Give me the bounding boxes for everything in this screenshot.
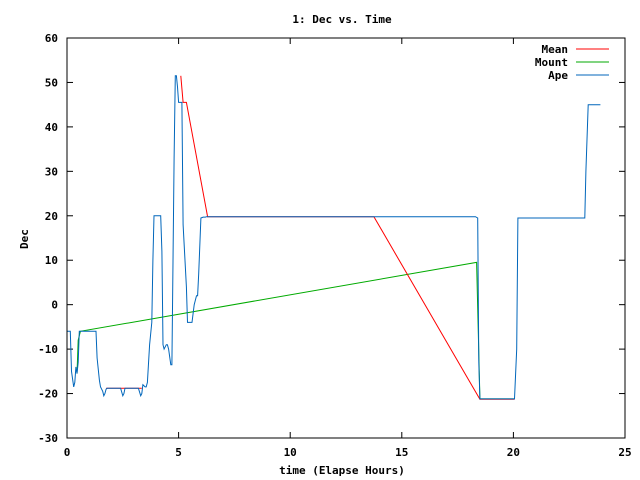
x-tick-label: 5: [175, 446, 182, 459]
y-tick-label: 50: [45, 76, 58, 89]
series-lines: [67, 75, 601, 400]
y-axis-label: Dec: [18, 229, 31, 249]
y-tick-label: 30: [45, 165, 58, 178]
y-tick-label: 10: [45, 254, 58, 267]
x-axis-label: time (Elapse Hours): [279, 464, 405, 477]
chart-title: 1: Dec vs. Time: [292, 13, 392, 26]
y-tick-label: 60: [45, 32, 58, 45]
axis-tick-labels: 0 5 10 15 20 25 -30 -20 -10 0 10 20 30 40 50 60: [38, 32, 632, 459]
plot-frame: [66, 37, 626, 439]
legend-label-ape: Ape: [548, 69, 568, 82]
y-tick-label: -30: [38, 432, 58, 445]
y-tick-label: -20: [38, 388, 58, 401]
y-tick-label: -10: [38, 343, 58, 356]
x-tick-label: 10: [284, 446, 297, 459]
x-tick-label: 15: [395, 446, 408, 459]
series-line-ape: [67, 75, 601, 400]
x-tick-label: 20: [507, 446, 520, 459]
y-tick-label: 0: [51, 299, 58, 312]
y-tick-label: 40: [45, 121, 58, 134]
x-tick-label: 0: [64, 446, 71, 459]
x-tick-label: 25: [618, 446, 631, 459]
y-tick-label: 20: [45, 210, 58, 223]
legend-label-mount: Mount: [535, 56, 568, 69]
legend-label-mean: Mean: [542, 43, 569, 56]
